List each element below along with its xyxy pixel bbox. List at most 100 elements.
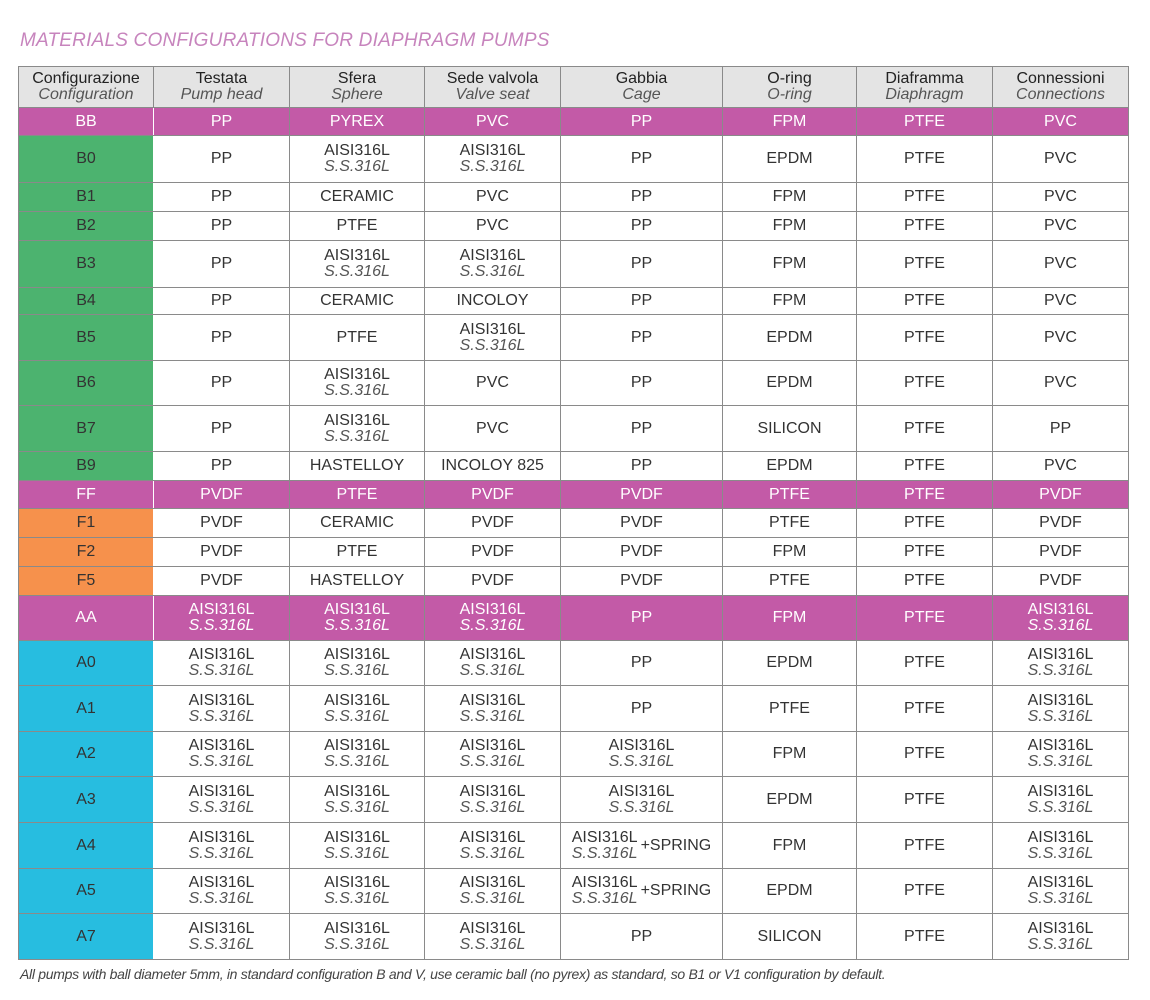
material-cell: PP xyxy=(560,360,723,406)
column-header-translation: Sphere xyxy=(331,86,383,103)
material-cell: FPM xyxy=(722,822,857,869)
material-cell: PTFE xyxy=(856,868,993,914)
material-cell: PVC xyxy=(992,182,1129,212)
table-row: B2 PP PTFE PVC PP FPM PTFE PVC xyxy=(18,211,1129,241)
table-row: F1 PVDF CERAMIC PVDF PVDF PTFE PTFE PVDF xyxy=(18,508,1129,538)
material-name: PP xyxy=(630,654,653,671)
material-name: AISI316L xyxy=(1027,828,1094,846)
configuration-code: B5 xyxy=(18,314,154,361)
material-name: CERAMIC xyxy=(320,188,394,205)
material-name: EPDM xyxy=(766,328,813,346)
material-name: PVC xyxy=(1044,328,1077,346)
material-name: PVC xyxy=(476,374,509,391)
material-name: PTFE xyxy=(904,514,945,531)
table-row: A4 AISI316L S.S.316L AISI316L S.S.316L AISI31… xyxy=(18,822,1129,869)
material-cell: PP xyxy=(153,451,290,481)
material-cell: AISI316L S.S.316L xyxy=(424,822,561,869)
material-cell: AISI316L S.S.316L xyxy=(424,913,561,960)
material-cell: EPDM xyxy=(722,640,857,686)
material-name: PP xyxy=(630,609,653,626)
material-name: PVDF xyxy=(471,485,514,503)
material-cell: PVDF xyxy=(424,537,561,567)
material-translation: S.S.316L xyxy=(188,890,255,907)
material-cell: EPDM xyxy=(722,314,857,361)
material-name: CERAMIC xyxy=(320,514,394,531)
table-row: B1 PP CERAMIC PVC PP FPM PTFE PVC xyxy=(18,182,1129,212)
material-translation: S.S.316L xyxy=(1027,662,1094,679)
material-cell: PVC xyxy=(992,287,1129,315)
column-header-label: Sede valvola xyxy=(446,70,539,87)
material-name: PTFE xyxy=(769,572,810,589)
column-header: Gabbia Cage xyxy=(560,66,723,108)
material-cell: PVDF xyxy=(560,566,723,596)
configuration-code: AA xyxy=(18,595,154,641)
material-name: PP xyxy=(210,217,233,234)
material-name: CERAMIC xyxy=(320,292,394,309)
material-cell: PTFE xyxy=(856,537,993,567)
material-name: PVC xyxy=(1044,150,1077,167)
material-name: AA xyxy=(75,609,97,626)
column-header: Connessioni Connections xyxy=(992,66,1129,108)
material-name: FPM xyxy=(772,543,807,560)
material-cell: PVC xyxy=(992,240,1129,288)
material-translation: S.S.316L xyxy=(608,798,675,816)
material-cell: AISI316L S.S.316L xyxy=(289,640,425,686)
material-cell: PTFE xyxy=(289,314,425,361)
material-translation: S.S.316L xyxy=(188,662,255,679)
material-name: AISI316L xyxy=(459,320,526,338)
material-cell: PVC xyxy=(424,211,561,241)
material-cell: PTFE xyxy=(856,360,993,406)
material-translation: S.S.316L xyxy=(459,158,526,175)
table-row: A5 AISI316L S.S.316L AISI316L S.S.316L AISI31… xyxy=(18,868,1129,914)
material-name: AISI316L xyxy=(188,919,255,937)
material-name: PP xyxy=(210,112,233,130)
material-cell: AISI316L S.S.316L +SPRING xyxy=(560,868,723,914)
material-name: PTFE xyxy=(904,745,945,762)
material-name: PVDF xyxy=(620,514,663,531)
material-cell: EPDM xyxy=(722,776,857,823)
material-name: PP xyxy=(630,927,653,945)
material-name: B9 xyxy=(76,457,96,474)
material-name: PTFE xyxy=(769,514,810,531)
material-name: PVC xyxy=(476,419,509,437)
column-header-label: Testata xyxy=(195,70,248,87)
material-cell: AISI316L S.S.316L xyxy=(424,776,561,823)
material-cell: AISI316L S.S.316L xyxy=(424,314,561,361)
material-cell: FPM xyxy=(722,182,857,212)
material-cell: PP xyxy=(153,287,290,315)
material-name: PVDF xyxy=(1039,543,1082,560)
material-name: AISI316L xyxy=(324,247,390,264)
material-name: PTFE xyxy=(904,572,945,589)
material-name: PP xyxy=(630,374,653,391)
material-name: AISI316L xyxy=(324,142,390,159)
material-name: HASTELLOY xyxy=(309,572,405,589)
material-name: B6 xyxy=(76,374,96,391)
material-cell: PTFE xyxy=(856,822,993,869)
material-name: PTFE xyxy=(336,217,378,234)
material-name: PP xyxy=(210,292,233,309)
page-title: MATERIALS CONFIGURATIONS FOR DIAPHRAGM P… xyxy=(20,30,550,51)
material-name: PVDF xyxy=(1039,485,1082,503)
material-translation: S.S.316L xyxy=(459,753,526,770)
material-cell: SILICON xyxy=(722,913,857,960)
configuration-code: F1 xyxy=(18,508,154,538)
material-name: PTFE xyxy=(904,790,945,808)
material-cell: AISI316L S.S.316L xyxy=(289,135,425,183)
material-cell: FPM xyxy=(722,107,857,136)
material-translation: S.S.316L xyxy=(1027,617,1094,634)
configuration-code: A2 xyxy=(18,731,154,777)
material-cell: PTFE xyxy=(289,537,425,567)
material-name: PP xyxy=(630,150,653,167)
material-name: AISI316L xyxy=(459,646,526,663)
material-cell: PTFE xyxy=(856,480,993,509)
material-cell: PTFE xyxy=(856,566,993,596)
material-name: PTFE xyxy=(769,699,810,717)
material-name: B4 xyxy=(76,292,96,309)
material-name: PTFE xyxy=(904,836,945,854)
material-name: AISI316L xyxy=(324,828,390,846)
table-row: A0 AISI316L S.S.316L AISI316L S.S.316L AISI31… xyxy=(18,640,1129,686)
material-name: PVDF xyxy=(471,572,514,589)
material-name: FPM xyxy=(772,188,807,205)
material-cell: PTFE xyxy=(856,405,993,452)
material-name: PVDF xyxy=(200,543,243,560)
